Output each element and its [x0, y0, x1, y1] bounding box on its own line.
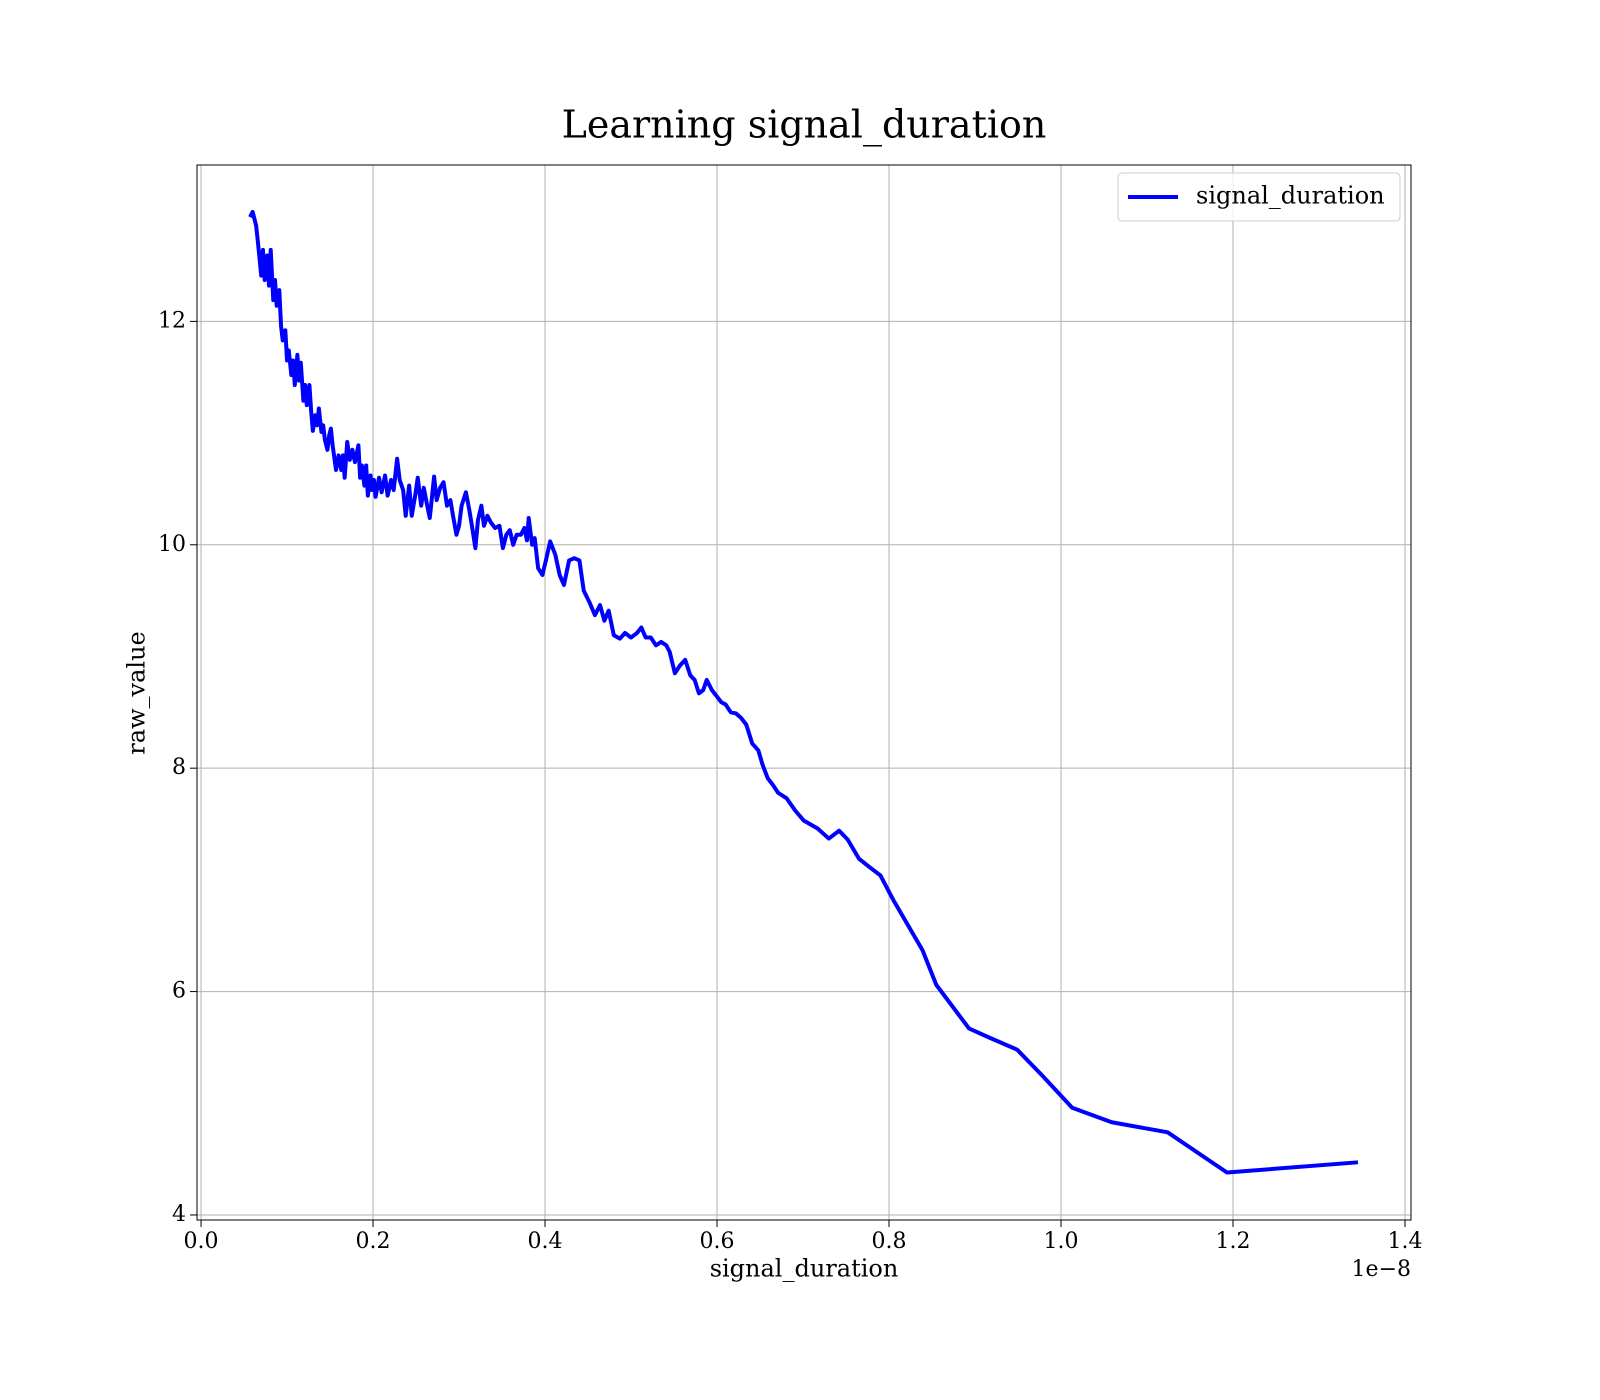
legend: signal_duration — [1117, 172, 1401, 222]
data-line — [248, 209, 1359, 1175]
x-tick-label: 0.2 — [356, 1229, 391, 1254]
x-tick-label: 0.0 — [184, 1229, 219, 1254]
x-axis-label: signal_duration — [710, 1255, 899, 1283]
plot-frame — [196, 164, 1412, 1221]
x-tick-label: 1.4 — [1387, 1229, 1422, 1254]
chart-title: Learning signal_duration — [562, 103, 1047, 148]
y-tick-label: 4 — [172, 1202, 186, 1227]
x-tick-label: 1.0 — [1043, 1229, 1078, 1254]
x-tick-label: 0.8 — [872, 1229, 907, 1254]
y-tick-label: 10 — [158, 532, 186, 557]
x-tick-label: 1.2 — [1215, 1229, 1250, 1254]
x-tick-label: 0.6 — [700, 1229, 735, 1254]
y-tick-label: 8 — [172, 755, 186, 780]
y-tick-label: 12 — [158, 308, 186, 333]
legend-box — [1117, 172, 1401, 222]
y-axis-label: raw_value — [123, 631, 151, 755]
legend-label: signal_duration — [1196, 182, 1385, 210]
x-offset-label: 1e−8 — [1352, 1257, 1411, 1282]
x-tick-label: 0.4 — [528, 1229, 563, 1254]
y-tick-label: 6 — [172, 979, 186, 1004]
